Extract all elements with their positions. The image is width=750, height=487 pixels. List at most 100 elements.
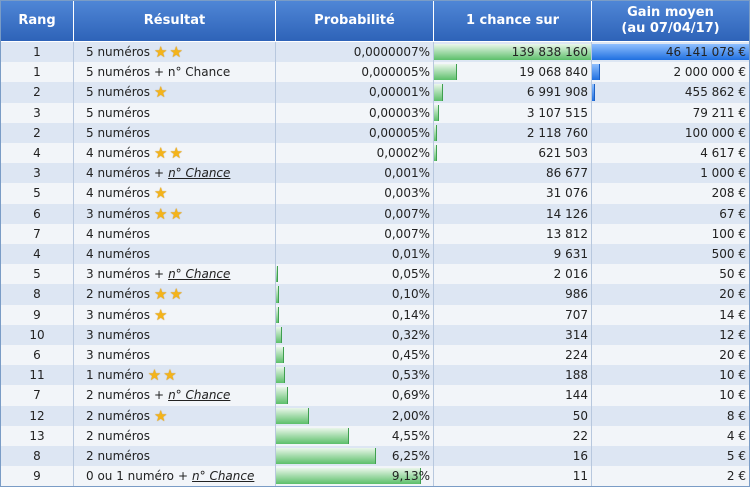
gain-value: 50 € [719,267,746,282]
gain-cell: 1 000 € [592,163,749,183]
probability-cell: 0,05% [276,264,434,285]
chance-sur-cell: 19 068 840 [434,62,592,83]
chance-number-link[interactable]: n° Chance [192,469,255,484]
rang-value: 1 [33,45,41,60]
chance-sur-bar [434,145,437,162]
resultat-cell: 1 numéro ★ ★ [74,365,276,386]
probability-cell: 6,25% [276,446,434,467]
stars-group: ★ ★ [154,45,183,60]
gain-cell: 50 € [592,264,749,284]
probability-bar [276,347,285,364]
gain-value: 100 000 € [684,125,746,140]
probability-value: 0,00001% [368,85,430,100]
chance-sur-value: 22 [572,428,588,443]
chance-sur-value: 707 [565,307,588,322]
chance-sur-value: 16 [572,449,588,464]
probability-cell: 0,14% [276,304,434,325]
gain-value: 4 617 € [700,146,746,161]
table-row: 7 2 numéros + n° Chance 0,69% 144 10 € [1,385,749,406]
table-row: 9 3 numéros ★ 0,14% 707 14 € [1,304,749,325]
star-icon: ★ [163,366,177,385]
chance-sur-cell: 14 126 [434,203,592,224]
gain-cell: 208 € [592,183,749,203]
rang-value: 7 [33,388,41,403]
rang-cell: 3 [1,163,74,184]
resultat-plus: + [177,469,189,484]
stars-group: ★ ★ [154,146,183,161]
gain-value: 455 862 € [684,85,746,100]
resultat-main: 2 numéros [86,388,150,403]
resultat-main: 5 numéros [86,85,150,100]
resultat-cell: 2 numéros [74,425,276,446]
rang-cell: 2 [1,82,74,103]
resultat-plus: + n° Chance [154,65,231,80]
chance-sur-cell: 13 812 [434,223,592,244]
gain-cell: 10 € [592,365,749,385]
resultat-plus: + [154,267,165,282]
resultat-main: 2 numéros [86,449,150,464]
resultat-cell: 2 numéros ★ ★ [74,284,276,305]
gain-value: 100 € [711,226,746,241]
gain-cell: 10 € [592,385,749,405]
chance-number-link[interactable]: n° Chance [168,267,231,282]
stars-group: ★ [154,186,167,201]
gain-cell: 100 € [592,224,749,244]
rang-value: 10 [29,327,45,342]
star-icon: ★ [169,285,183,304]
rang-value: 9 [33,307,41,322]
probability-value: 0,000005% [361,65,430,80]
resultat-main: 4 numéros [86,247,150,262]
gain-value: 2 000 000 € [673,65,746,80]
gain-value: 10 € [719,388,746,403]
probability-cell: 0,007% [276,223,434,244]
gain-value: 8 € [726,408,746,423]
probability-cell: 0,003% [276,183,434,204]
resultat-cell: 3 numéros [74,345,276,366]
probability-cell: 0,69% [276,385,434,406]
probability-value: 0,0002% [376,146,430,161]
probability-cell: 0,001% [276,163,434,184]
probability-cell: 0,32% [276,324,434,345]
chance-sur-bar [434,44,591,61]
gain-value: 46 141 078 € [665,45,746,60]
chance-sur-value: 19 068 840 [519,65,588,80]
table-row: 1 5 numéros + n° Chance 0,000005% 19 068 840… [1,62,749,83]
resultat-cell: 5 numéros ★ [74,82,276,103]
chance-sur-value: 9 631 [553,247,588,262]
rang-value: 3 [33,166,41,181]
resultat-main: 4 numéros [86,146,150,161]
chance-sur-value: 13 812 [546,226,588,241]
chance-sur-cell: 6 991 908 [434,82,592,103]
chance-sur-cell: 707 [434,304,592,325]
rang-cell: 3 [1,102,74,123]
chance-sur-value: 621 503 [538,146,588,161]
chance-sur-cell: 50 [434,405,592,426]
probability-cell: 4,55% [276,425,434,446]
probability-cell: 0,000005% [276,62,434,83]
resultat-cell: 0 ou 1 numéro + n° Chance [74,466,276,487]
probability-cell: 0,53% [276,365,434,386]
chance-number-link[interactable]: n° Chance [168,166,231,181]
rang-value: 8 [33,287,41,302]
chance-sur-value: 224 [565,348,588,363]
chance-number-link[interactable]: n° Chance [168,388,231,403]
resultat-main: 3 numéros [86,206,150,221]
chance-sur-value: 86 677 [546,166,588,181]
probability-value: 4,55% [391,428,430,443]
gain-cell: 2 € [592,466,749,486]
rang-cell: 7 [1,223,74,244]
resultat-cell: 3 numéros [74,324,276,345]
probability-value: 0,007% [384,226,430,241]
rang-cell: 9 [1,304,74,325]
chance-sur-cell: 16 [434,446,592,467]
probability-value: 0,05% [391,267,430,282]
star-icon: ★ [154,406,168,425]
probability-cell: 0,0000007% [276,42,434,63]
chance-sur-cell: 144 [434,385,592,406]
chance-sur-cell: 2 118 760 [434,122,592,143]
probability-value: 0,00005% [368,125,430,140]
gain-cell: 455 862 € [592,82,749,102]
header-gain-line2: (au 07/04/17) [621,21,720,36]
star-icon: ★ [169,204,183,223]
resultat-main: 5 numéros [86,45,150,60]
